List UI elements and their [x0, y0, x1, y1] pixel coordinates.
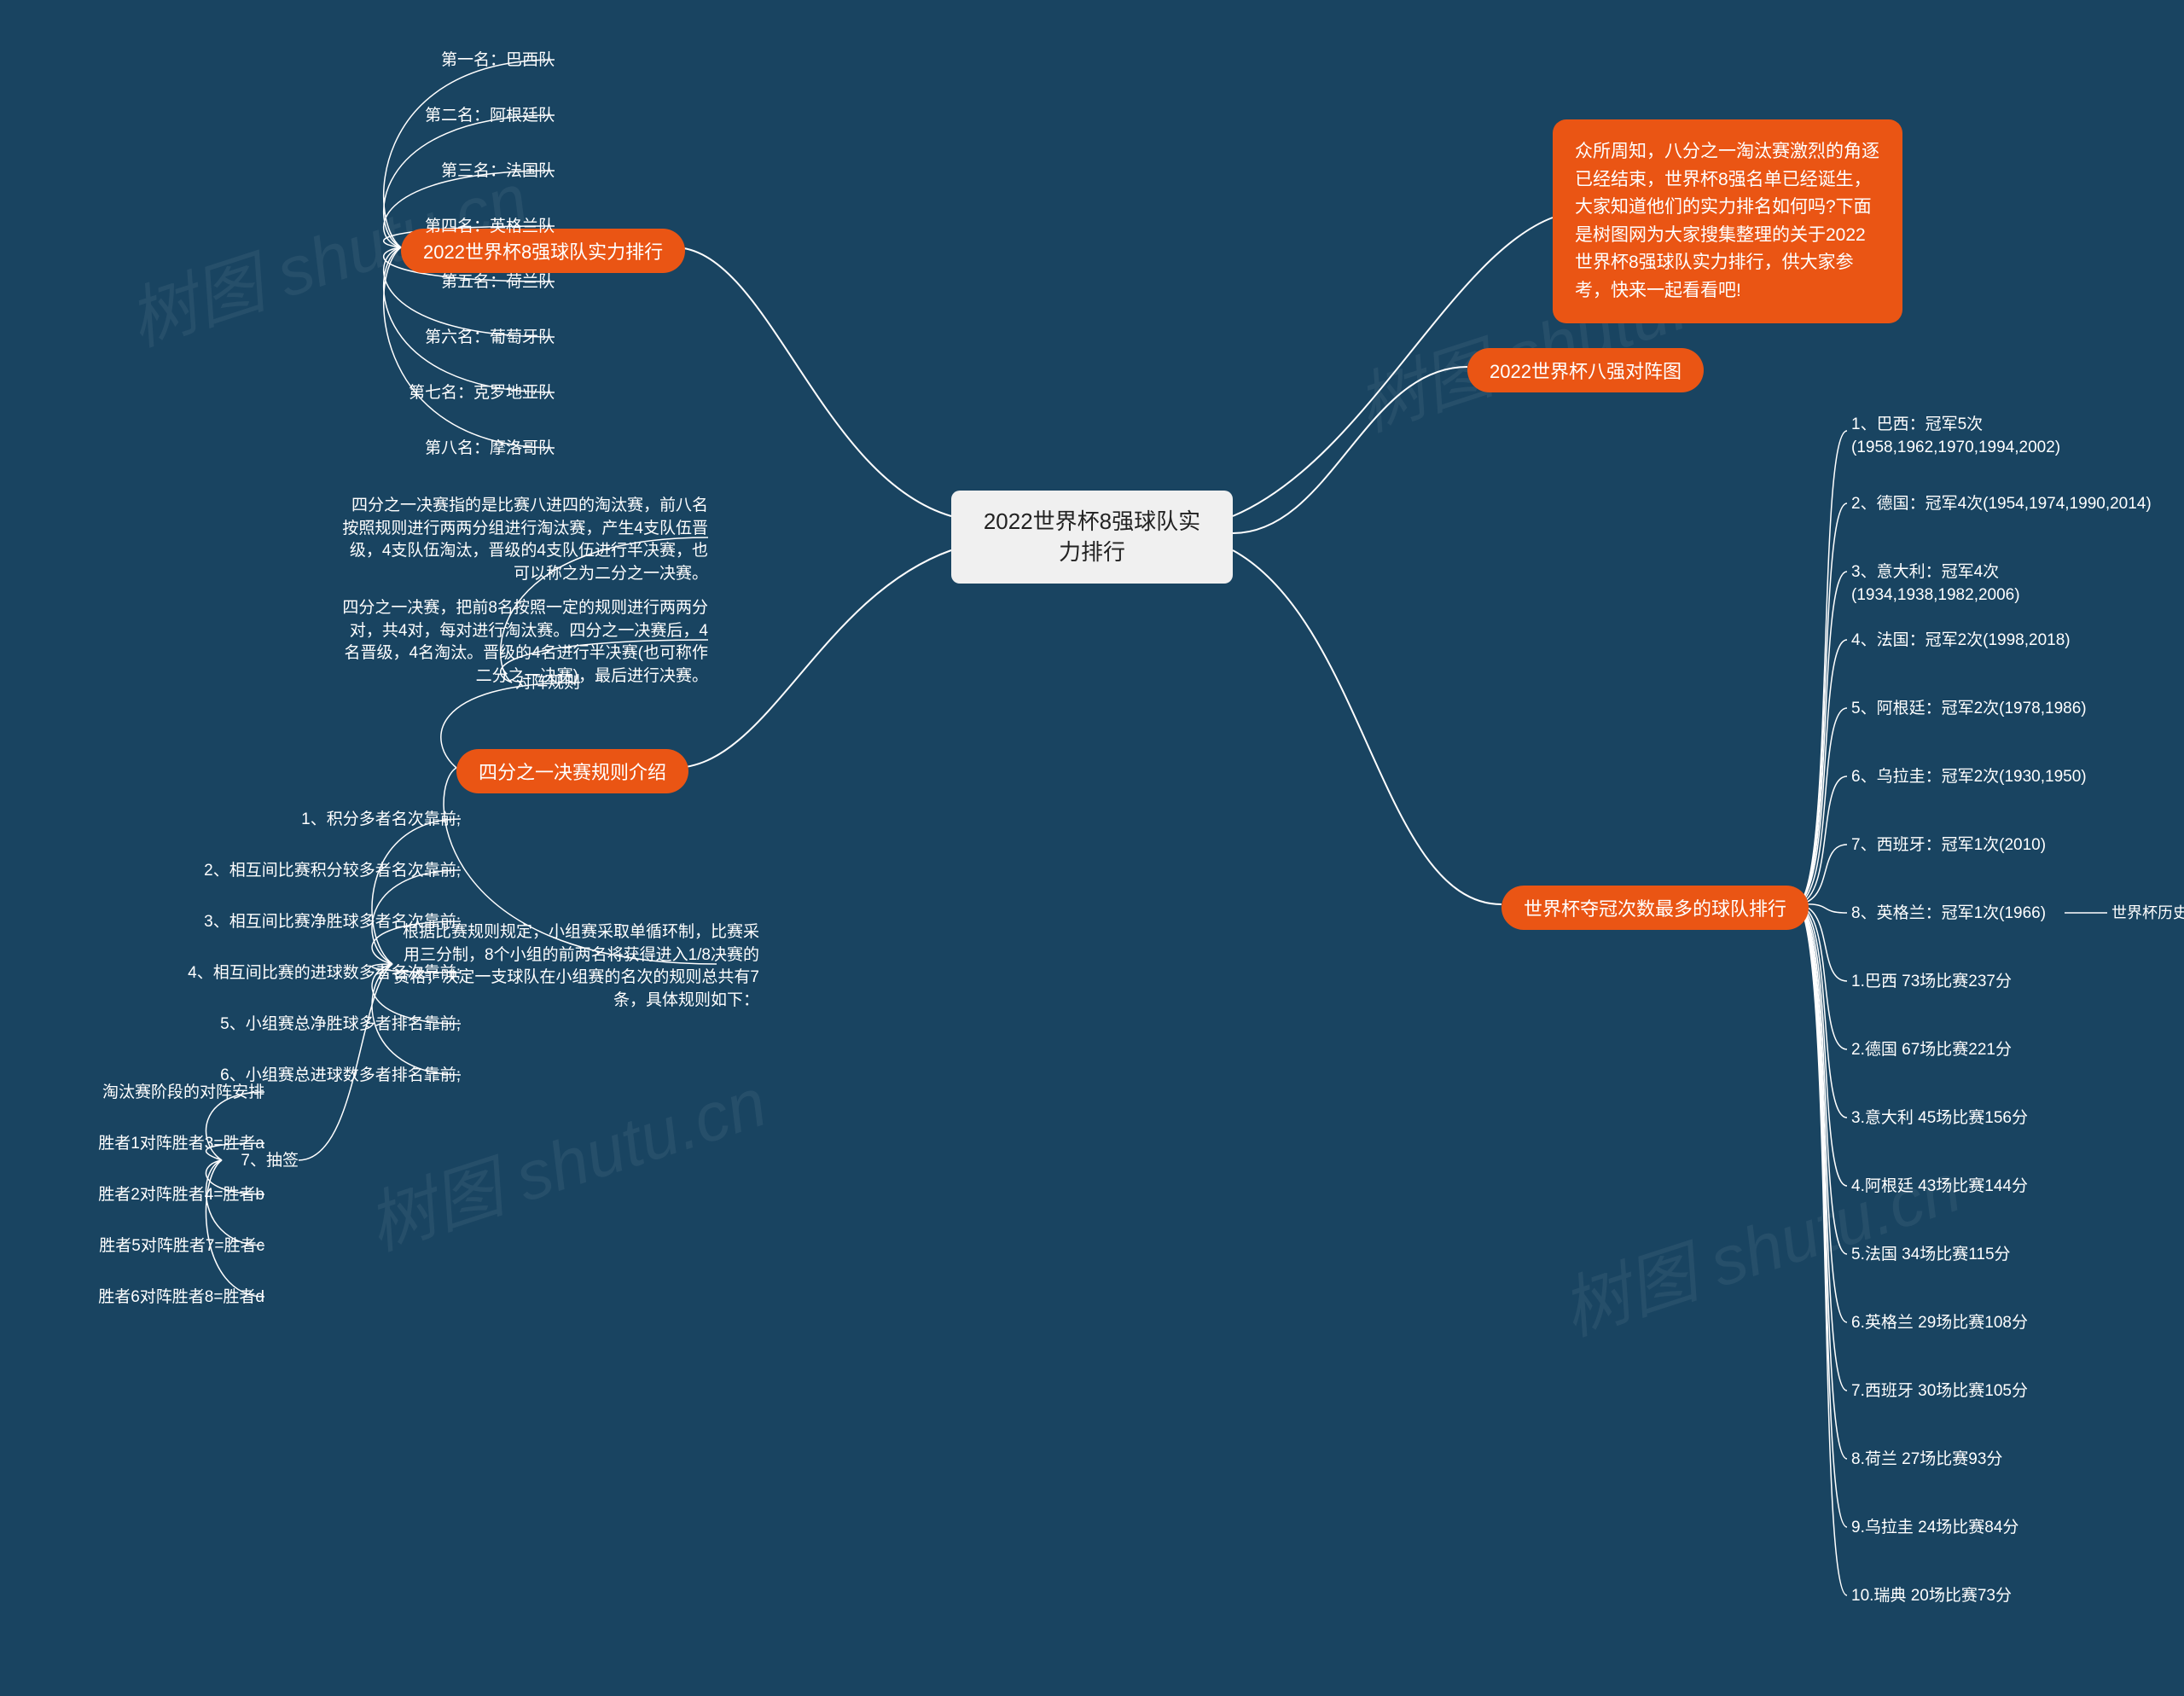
matchup-para: 四分之一决赛指的是比赛八进四的淘汰赛，前八名按照规则进行两两分组进行淘汰赛，产生…: [341, 495, 708, 585]
knockout-leaf: 淘汰赛阶段的对阵安排: [60, 1082, 264, 1105]
matchup-para: 四分之一决赛，把前8名按照一定的规则进行两两分对，共4对，每对进行淘汰赛。四分之…: [341, 597, 708, 688]
knockout-leaf: 胜者1对阵胜者3=胜者a: [60, 1133, 264, 1156]
branch-champions-ranking: 世界杯夺冠次数最多的球队排行: [1502, 886, 1809, 930]
champion-leaf: 1、巴西：冠军5次(1958,1962,1970,1994,2002): [1851, 414, 2167, 459]
center-node: 2022世界杯8强球队实力排行: [951, 491, 1233, 584]
points-leaf: 6.英格兰 29场比赛108分: [1851, 1312, 2167, 1335]
knockout-leaf: 胜者2对阵胜者4=胜者b: [60, 1184, 264, 1207]
points-leaf: 8.荷兰 27场比赛93分: [1851, 1449, 2167, 1472]
intro-block: 众所周知，八分之一淘汰赛激烈的角逐已经结束，世界杯8强名单已经诞生，大家知道他们…: [1553, 119, 1902, 323]
group-rule-leaf: 2、相互间比赛积分较多者名次靠前;: [162, 860, 461, 883]
points-leaf: 7.西班牙 30场比赛105分: [1851, 1380, 2167, 1403]
champion-leaf: 8、英格兰：冠军1次(1966): [1851, 903, 2065, 926]
champion-leaf: 5、阿根廷：冠军2次(1978,1986): [1851, 698, 2167, 721]
points-leaf: 5.法国 34场比赛115分: [1851, 1244, 2167, 1267]
group-rule-leaf: 4、相互间比赛的进球数多者名次靠前;: [145, 962, 461, 985]
knockout-leaf: 胜者5对阵胜者7=胜者c: [60, 1235, 264, 1258]
rank-leaf: 第三名：法国队: [418, 160, 555, 183]
rank-leaf: 第八名：摩洛哥队: [401, 438, 555, 461]
rank-leaf: 第四名：英格兰队: [401, 216, 555, 239]
points-leaf: 1.巴西 73场比赛237分: [1851, 971, 2167, 994]
rank-leaf: 第二名：阿根廷队: [401, 105, 555, 128]
points-leaf: 9.乌拉圭 24场比赛84分: [1851, 1517, 2167, 1540]
rank-leaf: 第六名：葡萄牙队: [401, 327, 555, 350]
champion-leaf: 4、法国：冠军2次(1998,2018): [1851, 630, 2167, 653]
points-leaf: 2.德国 67场比赛221分: [1851, 1039, 2167, 1062]
rank-leaf: 第一名：巴西队: [418, 49, 555, 73]
champion-leaf: 2、德国：冠军4次(1954,1974,1990,2014): [1851, 493, 2167, 516]
points-leaf: 4.阿根廷 43场比赛144分: [1851, 1176, 2167, 1199]
rank-leaf: 第五名：荷兰队: [418, 271, 555, 294]
group-rule-leaf: 1、积分多者名次靠前;: [205, 809, 461, 832]
rank-leaf: 第七名：克罗地亚队: [384, 382, 555, 405]
group-rule-leaf: 5、小组赛总净胜球多者排名靠前;: [162, 1014, 461, 1037]
points-marker: 世界杯历史前十总积分榜: [2111, 903, 2184, 924]
champion-leaf: 6、乌拉圭：冠军2次(1930,1950): [1851, 766, 2167, 789]
points-leaf: 10.瑞典 20场比赛73分: [1851, 1585, 2167, 1608]
branch-quarterfinal-rules: 四分之一决赛规则介绍: [456, 749, 688, 793]
branch-bracket-diagram: 2022世界杯八强对阵图: [1467, 348, 1704, 392]
knockout-leaf: 胜者6对阵胜者8=胜者d: [60, 1287, 264, 1310]
champion-leaf: 7、西班牙：冠军1次(2010): [1851, 834, 2167, 857]
points-leaf: 3.意大利 45场比赛156分: [1851, 1107, 2167, 1130]
group-rule-leaf: 3、相互间比赛净胜球多者名次靠前;: [162, 911, 461, 934]
champion-leaf: 3、意大利：冠军4次(1934,1938,1982,2006): [1851, 561, 2167, 607]
